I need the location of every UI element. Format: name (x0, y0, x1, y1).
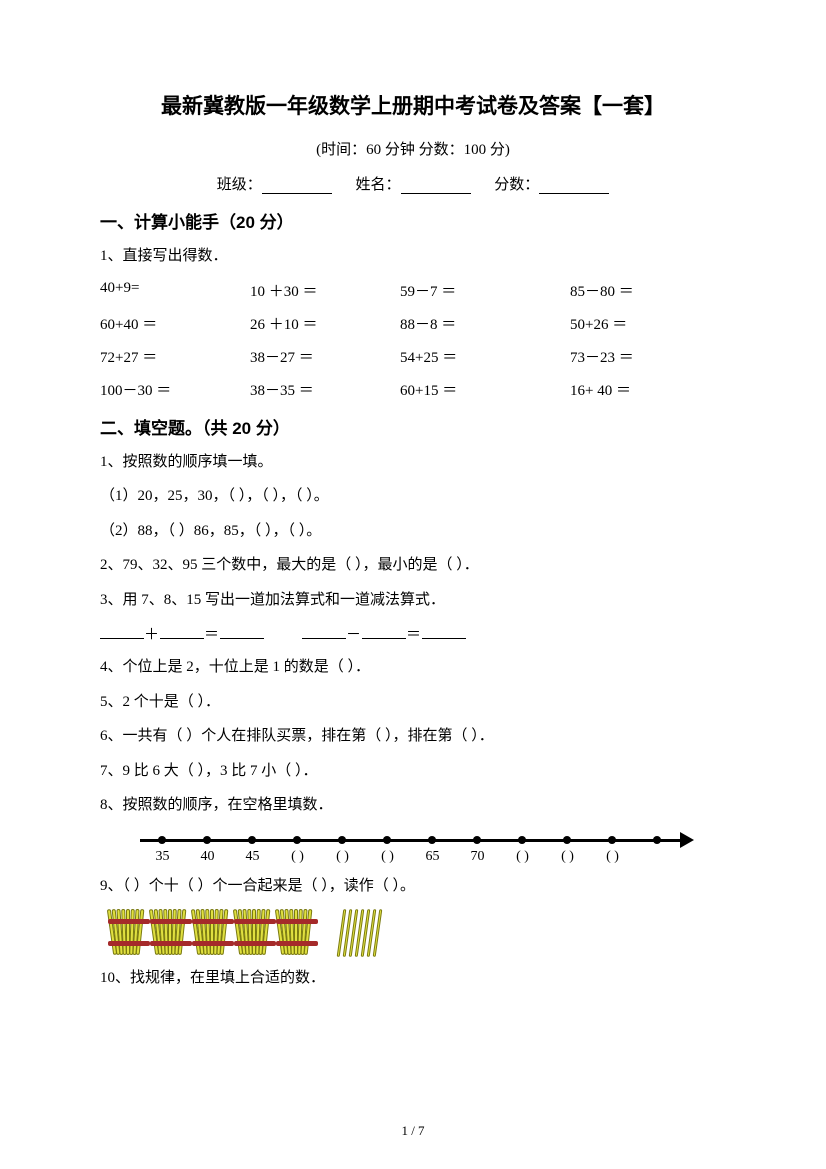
s2-q5: 5、2 个十是（ ）． (100, 691, 726, 714)
calc-cell: 10 ＋30 ＝ (250, 280, 400, 301)
s2-q3-eq: ＋＝ －＝ (100, 623, 726, 644)
s2-q3: 3、用 7、8、15 写出一道加法算式和一道减法算式． (100, 589, 726, 612)
time-score-note: (时间：60 分钟 分数：100 分) (100, 138, 726, 159)
s2-q2: 2、79、32、95 三个数中，最大的是（ ），最小的是（ ）． (100, 554, 726, 577)
numline-labels: 35 40 45 ( ) ( ) ( ) 65 70 ( ) ( ) ( ) (140, 849, 680, 865)
numline-label: 65 (410, 849, 455, 865)
numline-tick (653, 836, 661, 844)
calc-cell: 38－27 ＝ (250, 346, 400, 367)
numline-label: 35 (140, 849, 185, 865)
student-info-line: 班级： 姓名： 分数： (100, 173, 726, 194)
calc-cell: 85－80 ＝ (570, 280, 720, 301)
calc-cell: 59－7 ＝ (400, 280, 570, 301)
numline-label: ( ) (545, 849, 590, 865)
numline-tick (158, 836, 166, 844)
numline-arrow-icon (680, 832, 694, 848)
s2-q4: 4、个位上是 2，十位上是 1 的数是（ ）． (100, 656, 726, 679)
numline-tick (473, 836, 481, 844)
s2-q10: 10、找规律，在里填上合适的数． (100, 967, 726, 990)
calc-cell: 26 ＋10 ＝ (250, 313, 400, 334)
numline-label: 70 (455, 849, 500, 865)
calc-grid: 40+9= 10 ＋30 ＝ 59－7 ＝ 85－80 ＝ 60+40 ＝ 26… (100, 280, 726, 400)
numline-label: 40 (185, 849, 230, 865)
numline-tick (563, 836, 571, 844)
numline-tick (293, 836, 301, 844)
calc-cell: 54+25 ＝ (400, 346, 570, 367)
eq-blank[interactable] (160, 625, 204, 639)
numline-tick (518, 836, 526, 844)
s2-q1: 1、按照数的顺序填一填。 (100, 451, 726, 474)
section-1-header: 一、计算小能手（20 分） (100, 208, 726, 233)
s2-q9: 9、（ ）个十（ ）个一合起来是（ ），读作（ ）。 (100, 875, 726, 898)
stick-bundle-icon (152, 909, 190, 957)
numline-label: ( ) (320, 849, 365, 865)
eq-blank[interactable] (100, 625, 144, 639)
page-footer: 1 / 7 (0, 1123, 826, 1139)
calc-cell: 50+26 ＝ (570, 313, 720, 334)
numline-label: ( ) (500, 849, 545, 865)
eq-blank[interactable] (362, 625, 406, 639)
calc-cell: 100－30 ＝ (100, 379, 250, 400)
s2-q7: 7、9 比 6 大（ ），3 比 7 小（ ）． (100, 760, 726, 783)
calc-cell: 38－35 ＝ (250, 379, 400, 400)
numline-tick (608, 836, 616, 844)
numline-label: 45 (230, 849, 275, 865)
numline-tick (338, 836, 346, 844)
numline-tick (248, 836, 256, 844)
s2-q1a: （1）20，25，30，（ ），（ ），（ ）。 (100, 485, 726, 508)
calc-cell: 16+ 40 ＝ (570, 379, 720, 400)
calc-cell: 60+40 ＝ (100, 313, 250, 334)
loose-sticks-icon (340, 909, 379, 957)
score-blank[interactable] (539, 178, 609, 194)
stick-bundle-icon (236, 909, 274, 957)
s2-q6: 6、一共有（ ）个人在排队买票，排在第（ ），排在第（ ）． (100, 725, 726, 748)
numline-tick (203, 836, 211, 844)
s2-q8: 8、按照数的顺序，在空格里填数． (100, 794, 726, 817)
calc-cell: 40+9= (100, 280, 250, 301)
class-label: 班级： (217, 173, 262, 194)
name-blank[interactable] (401, 178, 471, 194)
numline-tick (383, 836, 391, 844)
stick-bundle-icon (194, 909, 232, 957)
calc-cell: 88－8 ＝ (400, 313, 570, 334)
s2-q1b: （2）88，（ ）86，85，（ ），（ ）。 (100, 520, 726, 543)
calc-cell: 73－23 ＝ (570, 346, 720, 367)
class-blank[interactable] (262, 178, 332, 194)
numline-label: ( ) (365, 849, 410, 865)
counting-sticks-figure (110, 909, 726, 957)
stick-bundle-icon (110, 909, 148, 957)
eq-blank[interactable] (302, 625, 346, 639)
numline-label: ( ) (275, 849, 320, 865)
numline-bar (140, 839, 680, 842)
eq-blank[interactable] (422, 625, 466, 639)
page-title: 最新冀教版一年级数学上册期中考试卷及答案【一套】 (100, 90, 726, 120)
eq-blank[interactable] (220, 625, 264, 639)
name-label: 姓名： (355, 173, 400, 194)
calc-cell: 72+27 ＝ (100, 346, 250, 367)
s1-q1: 1、直接写出得数． (100, 245, 726, 268)
number-line-figure: 35 40 45 ( ) ( ) ( ) 65 70 ( ) ( ) ( ) (140, 829, 726, 865)
numline-label: ( ) (590, 849, 635, 865)
numline-tick (428, 836, 436, 844)
calc-cell: 60+15 ＝ (400, 379, 570, 400)
stick-bundle-icon (278, 909, 316, 957)
number-line (140, 829, 700, 847)
numline-label (635, 849, 680, 865)
section-2-header: 二、填空题。（共 20 分） (100, 414, 726, 439)
score-label: 分数： (494, 173, 539, 194)
